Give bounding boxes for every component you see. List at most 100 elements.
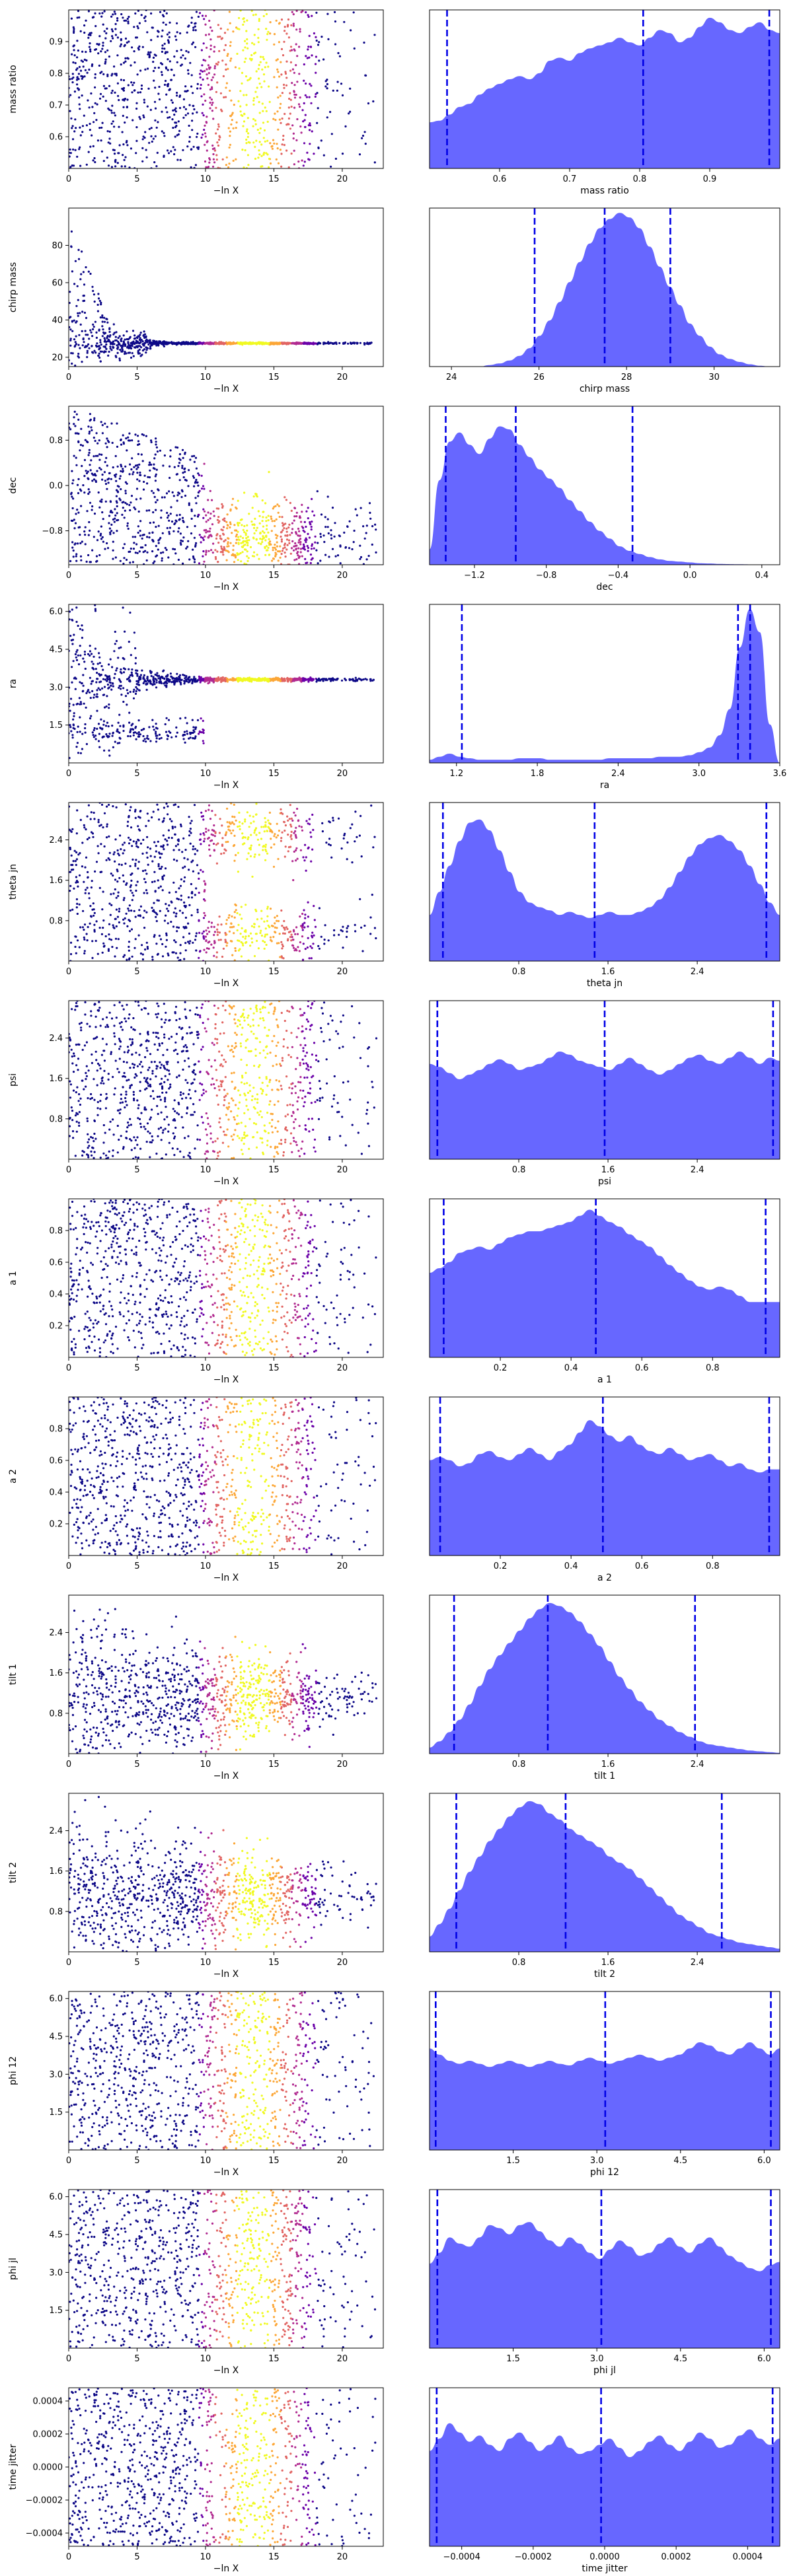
trace-point <box>77 542 79 545</box>
trace-point <box>252 125 254 127</box>
trace-point <box>235 533 238 536</box>
trace-point <box>205 528 208 532</box>
trace-point <box>243 524 246 528</box>
trace-point <box>187 72 190 75</box>
trace-point <box>258 680 260 682</box>
trace-point <box>343 20 346 23</box>
trace-point <box>135 683 138 686</box>
trace-point <box>136 478 139 481</box>
trace-point <box>102 723 105 726</box>
trace-point <box>310 548 313 550</box>
trace-point <box>330 856 333 859</box>
trace-point <box>202 59 205 61</box>
trace-point <box>80 505 83 507</box>
trace-point <box>299 125 302 128</box>
trace-point <box>106 464 108 467</box>
trace-point <box>317 146 320 149</box>
trace-point <box>287 834 289 836</box>
trace-point <box>115 356 118 359</box>
trace-point <box>315 71 317 74</box>
trace-point <box>161 955 165 958</box>
trace-point <box>100 150 103 153</box>
trace-point <box>81 624 83 627</box>
trace-point <box>138 116 141 118</box>
trace-point <box>108 733 111 735</box>
trace-point <box>116 82 119 85</box>
trace-point <box>200 342 203 345</box>
trace-point <box>163 155 165 158</box>
trace-point <box>124 630 126 633</box>
x-tick-label: −1.2 <box>464 571 485 581</box>
trace-point <box>267 515 270 517</box>
trace-point <box>264 539 267 542</box>
trace-point <box>149 347 151 350</box>
trace-point <box>285 499 287 501</box>
trace-point <box>262 73 266 76</box>
trace-point <box>113 112 116 114</box>
trace-point <box>280 531 282 534</box>
trace-point <box>317 945 320 947</box>
trace-point <box>143 101 146 104</box>
x-tick-label: 10 <box>200 373 211 382</box>
trace-point <box>155 681 158 684</box>
trace-plot: 0 5 10 15 20−ln X1.53.04.56.0ra <box>8 604 384 791</box>
trace-point <box>252 526 256 530</box>
trace-point <box>222 75 225 77</box>
trace-point <box>353 341 356 344</box>
trace-point <box>118 152 120 155</box>
trace-point <box>93 112 96 114</box>
trace-point <box>71 470 73 472</box>
trace-point <box>310 558 313 561</box>
trace-point <box>123 543 126 546</box>
trace-point <box>144 131 147 133</box>
trace-point <box>245 138 248 141</box>
trace-point <box>167 514 170 517</box>
trace-point <box>100 824 102 826</box>
trace-point <box>194 544 197 546</box>
trace-point <box>207 83 209 87</box>
trace-point <box>101 536 104 538</box>
trace-point <box>94 480 97 482</box>
trace-point <box>157 542 160 544</box>
trace-point <box>144 544 147 547</box>
trace-point <box>116 667 118 670</box>
trace-point <box>71 164 73 167</box>
trace-point <box>221 551 224 554</box>
trace-point <box>80 559 83 561</box>
trace-point <box>148 339 151 341</box>
trace-point <box>185 680 188 682</box>
trace-point <box>78 96 81 99</box>
x-tick-label: 10 <box>200 571 211 581</box>
trace-point <box>135 102 138 104</box>
trace-point <box>209 88 211 91</box>
trace-point <box>75 513 77 515</box>
trace-point <box>103 471 106 474</box>
trace-point <box>274 833 276 836</box>
trace-point <box>106 439 109 442</box>
trace-point <box>143 343 145 345</box>
trace-point <box>123 19 126 22</box>
trace-point <box>246 550 248 553</box>
trace-point <box>291 11 293 13</box>
trace-point <box>157 863 160 865</box>
trace-point <box>182 116 185 119</box>
trace-point <box>116 465 119 468</box>
trace-point <box>209 107 211 110</box>
trace-point <box>106 680 108 682</box>
trace-point <box>246 38 248 41</box>
trace-point <box>307 532 309 536</box>
trace-point <box>218 678 221 681</box>
trace-point <box>231 554 233 557</box>
trace-point <box>91 429 93 432</box>
y-tick-label: 0.6 <box>49 133 63 143</box>
trace-point <box>122 434 124 437</box>
trace-point <box>117 343 120 346</box>
trace-point <box>293 545 295 548</box>
trace-point <box>221 503 223 505</box>
trace-point <box>127 692 130 695</box>
trace-point <box>218 139 221 141</box>
trace-point <box>289 61 292 63</box>
trace-point <box>116 17 119 20</box>
trace-point <box>182 106 186 108</box>
